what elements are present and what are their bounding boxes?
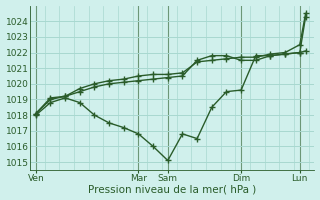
X-axis label: Pression niveau de la mer( hPa ): Pression niveau de la mer( hPa ) [88,184,256,194]
